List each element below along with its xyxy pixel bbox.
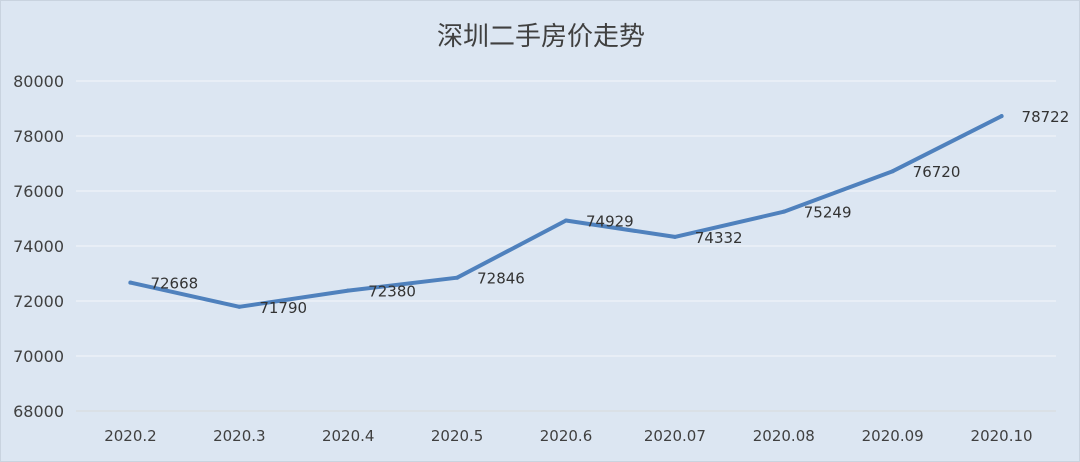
x-tick-label: 2020.07 — [644, 427, 706, 445]
series-line — [128, 114, 1004, 309]
data-label: 71790 — [259, 299, 307, 317]
data-point — [564, 218, 568, 223]
y-tick-label: 72000 — [13, 292, 64, 311]
chart-title: 深圳二手房价走势 — [437, 22, 645, 52]
data-label: 74929 — [586, 212, 634, 230]
x-tick-label: 2020.4 — [322, 427, 375, 445]
data-labels: 72668 71790 72380 72846 74929 74332 75249 76720… — [150, 108, 1069, 317]
y-tick-label: 76000 — [13, 182, 64, 201]
y-tick-label: 68000 — [13, 402, 64, 421]
data-point — [781, 209, 786, 214]
y-tick-label: 80000 — [13, 72, 64, 91]
data-label: 78722 — [1022, 108, 1070, 126]
x-tick-label: 2020.08 — [753, 427, 815, 445]
x-tick-label: 2020.2 — [104, 427, 157, 445]
data-label: 72380 — [368, 283, 416, 301]
data-point — [455, 275, 460, 280]
x-tick-label: 2020.09 — [862, 427, 924, 445]
data-point — [128, 280, 133, 285]
x-tick-label: 2020.10 — [971, 427, 1033, 445]
y-tick-label: 78000 — [13, 127, 64, 146]
x-tick-label: 2020.5 — [431, 427, 484, 445]
data-label: 75249 — [804, 204, 852, 222]
data-label: 76720 — [913, 163, 961, 181]
data-point — [890, 169, 895, 174]
gridlines — [76, 80, 1056, 412]
data-label: 72668 — [150, 275, 198, 293]
data-point — [237, 304, 242, 309]
y-axis-ticks: 68000 70000 72000 74000 76000 78000 80000 — [13, 72, 64, 421]
data-label: 72846 — [477, 270, 525, 288]
y-tick-label: 74000 — [13, 237, 64, 256]
y-tick-label: 70000 — [13, 347, 64, 366]
data-point — [346, 288, 351, 293]
x-axis-ticks: 2020.2 2020.3 2020.4 2020.5 2020.6 2020.07 202… — [104, 427, 1032, 445]
x-tick-label: 2020.6 — [540, 427, 593, 445]
data-point — [672, 234, 677, 239]
data-point — [999, 114, 1004, 119]
series — [128, 114, 1004, 309]
data-label: 74332 — [695, 229, 743, 247]
x-tick-label: 2020.3 — [213, 427, 266, 445]
